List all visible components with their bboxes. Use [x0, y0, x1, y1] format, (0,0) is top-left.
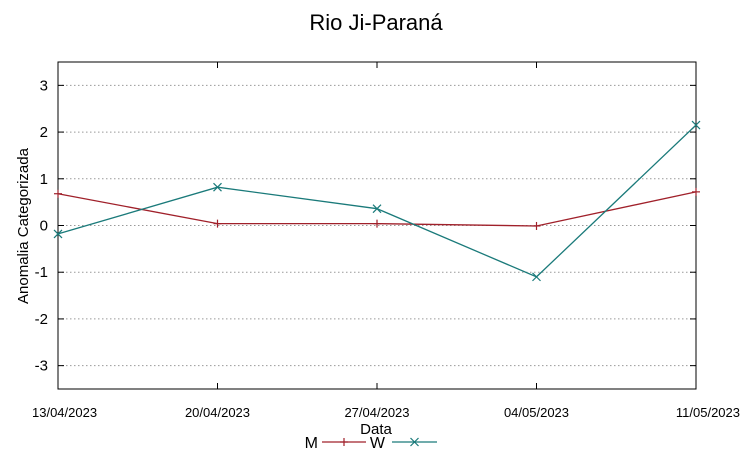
data-point [410, 437, 419, 447]
y-tick-label: -2 [35, 311, 48, 328]
y-tick-label: -3 [35, 358, 48, 375]
y-tick-label: 2 [40, 124, 48, 141]
chart-title: Rio Ji-Paraná [309, 10, 443, 35]
x-tick-label: 04/05/2023 [504, 405, 569, 420]
data-point [340, 438, 348, 446]
series-line-W [57, 124, 697, 278]
y-axis: -3 -2 -1 0 1 2 3 [35, 77, 696, 375]
x-axis: 13/04/2023 20/04/2023 27/04/2023 04/05/2023… [32, 62, 740, 420]
y-tick-label: 1 [40, 171, 48, 188]
x-axis-label: Data [360, 421, 392, 438]
data-point [692, 187, 700, 196]
x-tick-label: 20/04/2023 [185, 405, 250, 420]
x-tick-label: 11/05/2023 [676, 405, 740, 420]
x-tick-label: 13/04/2023 [32, 405, 97, 420]
data-point [213, 219, 222, 228]
data-point [691, 120, 701, 130]
series-group [53, 120, 701, 282]
y-tick-label: -1 [35, 264, 48, 281]
legend-label: W [370, 435, 386, 452]
data-point [532, 221, 541, 230]
data-point [373, 219, 381, 228]
data-point [213, 182, 222, 192]
data-point [372, 204, 382, 214]
y-tick-label: 0 [40, 218, 48, 235]
legend-label: M [305, 435, 318, 452]
data-point [53, 229, 63, 239]
y-axis-label: Anomalia Categorizada [15, 147, 32, 304]
data-point [54, 189, 62, 198]
data-point [532, 272, 541, 282]
x-tick-label: 27/04/2023 [344, 405, 409, 420]
y-tick-label: 3 [40, 77, 48, 94]
